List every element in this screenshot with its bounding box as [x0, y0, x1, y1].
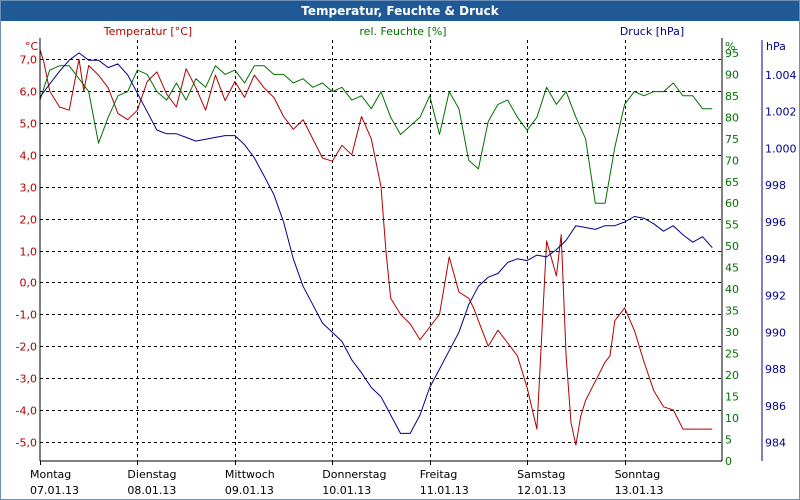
- pressure-tick-label: 996: [765, 216, 786, 229]
- pressure-tick-label: 1.000: [765, 142, 797, 155]
- x-tick-day: Freitag: [420, 468, 458, 481]
- x-tick-day: Montag: [30, 468, 71, 481]
- temperature-tick-label: -1,0: [16, 309, 37, 322]
- humidity-unit-label: %: [725, 40, 735, 53]
- temperature-line: [39, 49, 713, 446]
- humidity-tick-label: 35: [725, 305, 739, 318]
- humidity-tick-label: 20: [725, 369, 739, 382]
- pressure-tick-label: 1.004: [765, 69, 797, 82]
- pressure-line: [39, 52, 713, 434]
- temperature-axis-label: Temperatur [°C]: [103, 25, 192, 38]
- humidity-tick-label: 60: [725, 197, 739, 210]
- temperature-tick-label: 3,0: [20, 182, 38, 195]
- axis-labels: Temperatur [°C] rel. Feuchte [%] Druck […: [25, 25, 786, 53]
- humidity-tick-label: 65: [725, 176, 739, 189]
- pressure-tick-label: 1.002: [765, 106, 797, 119]
- humidity-tick-label: 10: [725, 412, 739, 425]
- temperature-tick-label: -4,0: [16, 405, 37, 418]
- temperature-tick-label: 1,0: [20, 246, 38, 259]
- pressure-tick-label: 988: [765, 363, 786, 376]
- humidity-tick-label: 45: [725, 262, 739, 275]
- pressure-tick-label: 992: [765, 290, 786, 303]
- x-tick-date: 07.01.13: [30, 484, 79, 497]
- humidity-tick-label: 15: [725, 391, 739, 404]
- x-tick-date: 11.01.13: [420, 484, 469, 497]
- humidity-tick-label: 90: [725, 68, 739, 81]
- grid: [40, 40, 722, 465]
- x-tick-day: Dienstag: [127, 468, 176, 481]
- x-tick-day: Samstag: [517, 468, 565, 481]
- chart-title: Temperatur, Feuchte & Druck: [301, 4, 499, 18]
- humidity-tick-label: 25: [725, 348, 739, 361]
- humidity-line: [39, 65, 713, 204]
- humidity-tick-label: 40: [725, 283, 739, 296]
- series-lines: [39, 49, 713, 446]
- humidity-tick-label: 5: [725, 434, 732, 447]
- pressure-tick-label: 994: [765, 253, 786, 266]
- humidity-tick-label: 85: [725, 90, 739, 103]
- temperature-tick-label: 5,0: [20, 118, 38, 131]
- x-tick-day: Mittwoch: [225, 468, 275, 481]
- temperature-tick-label: 6,0: [20, 86, 38, 99]
- temperature-tick-label: 7,0: [20, 54, 38, 67]
- temperature-unit-label: °C: [25, 40, 39, 53]
- humidity-tick-label: 55: [725, 219, 739, 232]
- humidity-tick-label: 80: [725, 111, 739, 124]
- x-tick-date: 08.01.13: [127, 484, 176, 497]
- temperature-tick-label: 2,0: [20, 214, 38, 227]
- tick-labels: 7,0 6,0 5,0 4,0 3,0 2,0 1,0 0,0 -1,0 -2,0 -3,0 -4,0…: [16, 47, 797, 497]
- x-tick-date: 12.01.13: [517, 484, 566, 497]
- pressure-tick-label: 986: [765, 400, 786, 413]
- pressure-tick-label: 998: [765, 179, 786, 192]
- temperature-tick-label: -3,0: [16, 373, 37, 386]
- temperature-tick-label: -2,0: [16, 341, 37, 354]
- x-tick-date: 09.01.13: [225, 484, 274, 497]
- humidity-tick-label: 50: [725, 240, 739, 253]
- pressure-tick-label: 990: [765, 326, 786, 339]
- humidity-tick-label: 30: [725, 326, 739, 339]
- temperature-tick-label: 0,0: [20, 277, 38, 290]
- humidity-axis-label: rel. Feuchte [%]: [359, 25, 446, 38]
- x-tick-day: Donnerstag: [322, 468, 386, 481]
- humidity-tick-label: 70: [725, 154, 739, 167]
- humidity-tick-label: 75: [725, 133, 739, 146]
- title-bar: Temperatur, Feuchte & Druck: [1, 1, 799, 21]
- pressure-tick-label: 984: [765, 437, 786, 450]
- temperature-tick-label: -5,0: [16, 437, 37, 450]
- humidity-tick-label: 95: [725, 47, 739, 60]
- pressure-unit-label: hPa: [766, 40, 786, 53]
- pressure-axis-label: Druck [hPa]: [620, 25, 684, 38]
- temperature-tick-label: 4,0: [20, 150, 38, 163]
- x-tick-date: 13.01.13: [615, 484, 664, 497]
- x-tick-day: Sonntag: [615, 468, 661, 481]
- x-tick-date: 10.01.13: [322, 484, 371, 497]
- humidity-tick-label: 0: [725, 455, 732, 468]
